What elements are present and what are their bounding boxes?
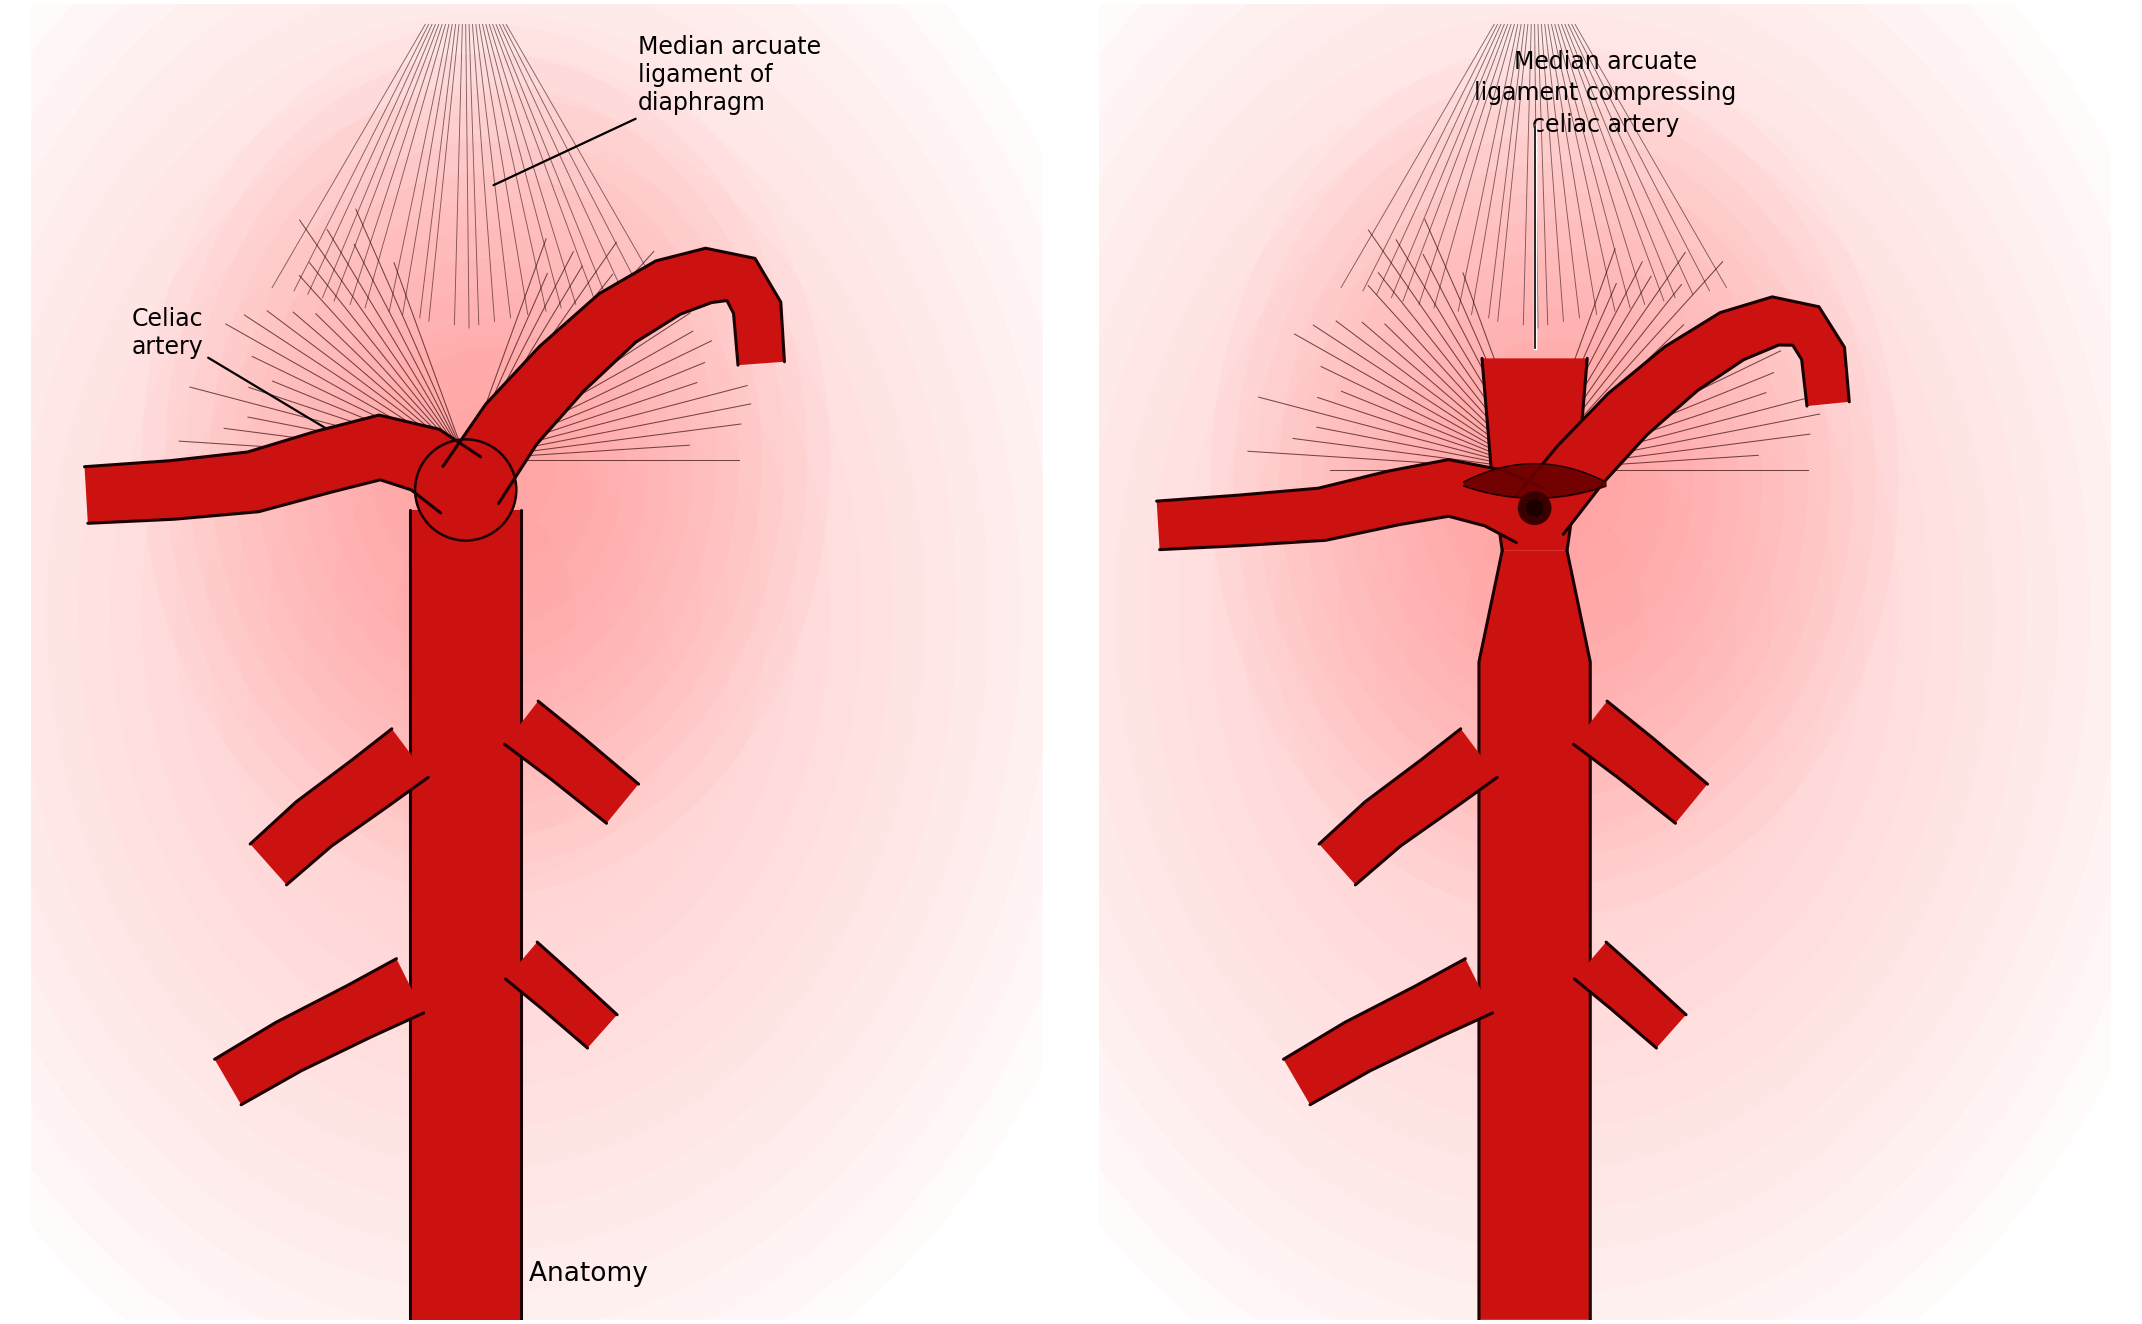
- Text: Normal Anatomy: Normal Anatomy: [424, 1262, 649, 1287]
- Ellipse shape: [1324, 191, 1784, 769]
- Ellipse shape: [371, 318, 602, 602]
- Ellipse shape: [1257, 103, 1853, 857]
- Ellipse shape: [437, 405, 533, 514]
- Ellipse shape: [1416, 308, 1694, 651]
- Text: Median arcuate
ligament compressing
celiac artery: Median arcuate ligament compressing celi…: [1474, 50, 1737, 136]
- Circle shape: [1519, 493, 1551, 524]
- Polygon shape: [443, 248, 784, 503]
- Ellipse shape: [1234, 74, 1876, 886]
- Ellipse shape: [302, 229, 670, 690]
- Polygon shape: [409, 510, 521, 1320]
- Polygon shape: [1574, 702, 1707, 824]
- Ellipse shape: [1347, 220, 1763, 739]
- Ellipse shape: [1439, 338, 1671, 622]
- Ellipse shape: [1484, 396, 1626, 564]
- Polygon shape: [1157, 459, 1542, 549]
- Ellipse shape: [1371, 250, 1739, 710]
- Circle shape: [1527, 500, 1542, 516]
- Ellipse shape: [141, 24, 831, 895]
- Ellipse shape: [165, 54, 808, 866]
- Ellipse shape: [416, 376, 557, 543]
- Ellipse shape: [1279, 132, 1831, 828]
- Polygon shape: [1574, 943, 1686, 1049]
- Polygon shape: [1517, 297, 1849, 534]
- Ellipse shape: [210, 113, 763, 806]
- Ellipse shape: [1461, 367, 1649, 593]
- Polygon shape: [214, 959, 424, 1104]
- Ellipse shape: [1392, 279, 1716, 681]
- Polygon shape: [1478, 551, 1589, 1320]
- Polygon shape: [506, 702, 638, 824]
- Text: Median arcuate
ligament of
diaphragm: Median arcuate ligament of diaphragm: [493, 36, 820, 185]
- Ellipse shape: [186, 83, 784, 837]
- Polygon shape: [251, 728, 428, 884]
- Ellipse shape: [392, 347, 580, 573]
- Ellipse shape: [278, 200, 694, 719]
- Circle shape: [416, 440, 516, 540]
- Ellipse shape: [1302, 162, 1808, 798]
- Ellipse shape: [233, 142, 739, 777]
- Text: Celiac
artery: Celiac artery: [131, 307, 418, 483]
- Ellipse shape: [1210, 45, 1900, 915]
- Polygon shape: [84, 414, 480, 523]
- Ellipse shape: [347, 287, 625, 632]
- Polygon shape: [506, 943, 617, 1049]
- Ellipse shape: [323, 258, 647, 661]
- Polygon shape: [1482, 359, 1587, 551]
- Polygon shape: [1319, 728, 1497, 884]
- Ellipse shape: [1506, 425, 1602, 535]
- Ellipse shape: [255, 171, 715, 748]
- Polygon shape: [1283, 959, 1493, 1104]
